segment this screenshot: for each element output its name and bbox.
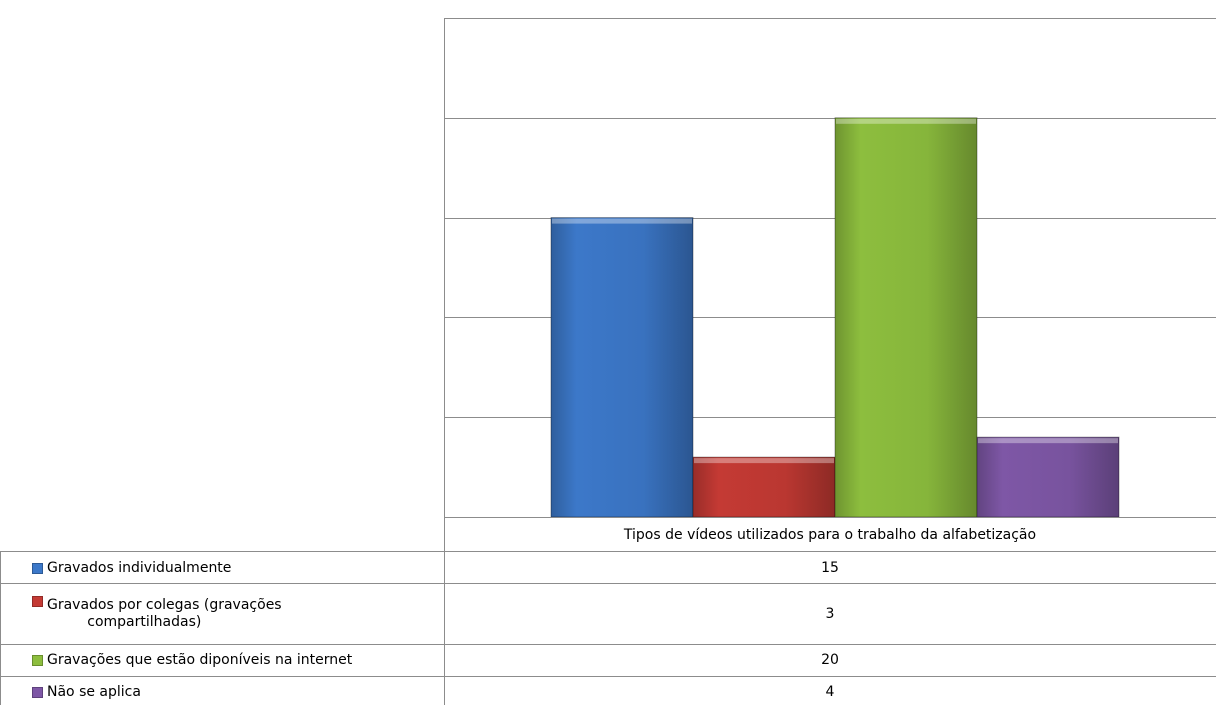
bar-series-2	[692, 456, 836, 518]
series-4-legend-swatch	[32, 686, 43, 698]
data-value-series-2: 3	[825, 605, 835, 622]
legend-row-label-2: Gravados por colegas (gravações comparti…	[32, 584, 442, 644]
series-2-name: Gravados por colegas (gravações comparti…	[47, 597, 282, 631]
series-3-legend-swatch	[32, 655, 43, 666]
legend-row-label-4: Não se aplica	[32, 677, 442, 707]
series-2-name-line1: Gravados por colegas (gravações	[47, 597, 282, 613]
series-2-legend-swatch	[32, 596, 43, 607]
data-value-series-3: 20	[821, 652, 839, 668]
data-value-series-1: 15	[821, 559, 839, 576]
series-1-legend-swatch	[32, 562, 43, 574]
bar-series-3	[834, 117, 978, 518]
legend-row-label-3: Gravações que estão diponíveis na intern…	[32, 645, 442, 676]
data-value-series-4: 4	[825, 683, 835, 700]
series-1-name: Gravados individualmente	[47, 559, 232, 576]
bar-highlight-series-1	[552, 218, 692, 224]
category-label: Tipos de vídeos utilizados para o trabal…	[623, 526, 1037, 543]
series-2-name-line2: compartilhadas)	[87, 614, 202, 630]
bar-series-4	[976, 436, 1120, 518]
bar-highlight-series-3	[836, 118, 976, 124]
bar-highlight-series-2	[694, 458, 834, 464]
series-4-name: Não se aplica	[47, 683, 141, 700]
bar-series-1	[550, 217, 694, 518]
series-3-name: Gravações que estão diponíveis na intern…	[47, 652, 353, 668]
legend-row-label-1: Gravados individualmente	[32, 553, 442, 583]
bar-highlight-series-4	[978, 438, 1118, 444]
